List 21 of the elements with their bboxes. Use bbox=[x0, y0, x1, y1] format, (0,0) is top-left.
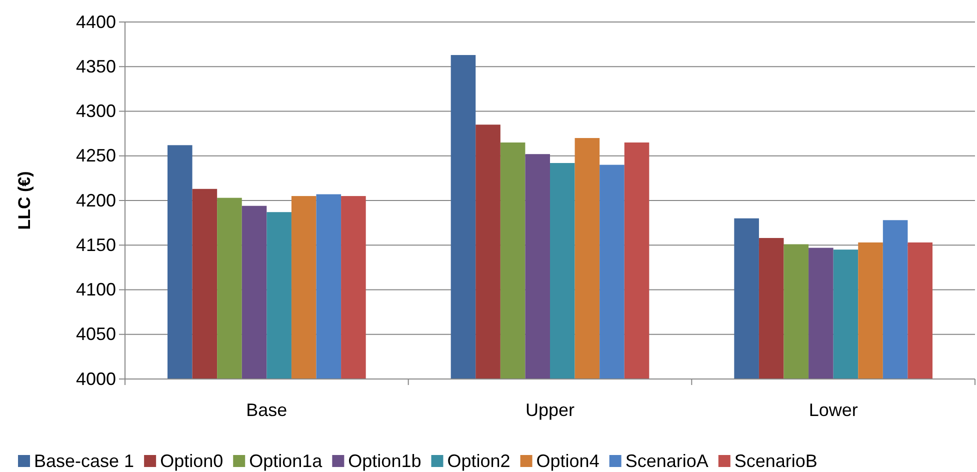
y-axis-title: LLC (€) bbox=[15, 171, 34, 230]
y-tick-label: 4200 bbox=[76, 190, 116, 210]
y-tick-label: 4000 bbox=[76, 368, 116, 389]
legend-label: Base-case 1 bbox=[34, 451, 134, 471]
y-tick-label: 4100 bbox=[76, 280, 116, 300]
legend-label: ScenarioB bbox=[734, 451, 818, 471]
x-tick-label: Lower bbox=[808, 400, 858, 420]
x-tick-label: Upper bbox=[525, 400, 575, 420]
y-tick-label: 4300 bbox=[76, 101, 116, 122]
y-tick-label: 4350 bbox=[76, 56, 116, 76]
legend-label: Option4 bbox=[536, 451, 600, 471]
legend-label: ScenarioA bbox=[625, 451, 708, 471]
y-tick-label: 4150 bbox=[76, 234, 116, 255]
y-tick-label: 4400 bbox=[76, 12, 116, 32]
legend-label: Option1b bbox=[348, 451, 422, 471]
legend-label: Option2 bbox=[447, 451, 510, 471]
legend-label: Option1a bbox=[249, 451, 324, 471]
y-tick-label: 4050 bbox=[76, 324, 116, 344]
legend-label: Option0 bbox=[160, 451, 224, 471]
y-tick-label: 4250 bbox=[76, 146, 116, 166]
x-tick-label: Base bbox=[246, 400, 288, 420]
